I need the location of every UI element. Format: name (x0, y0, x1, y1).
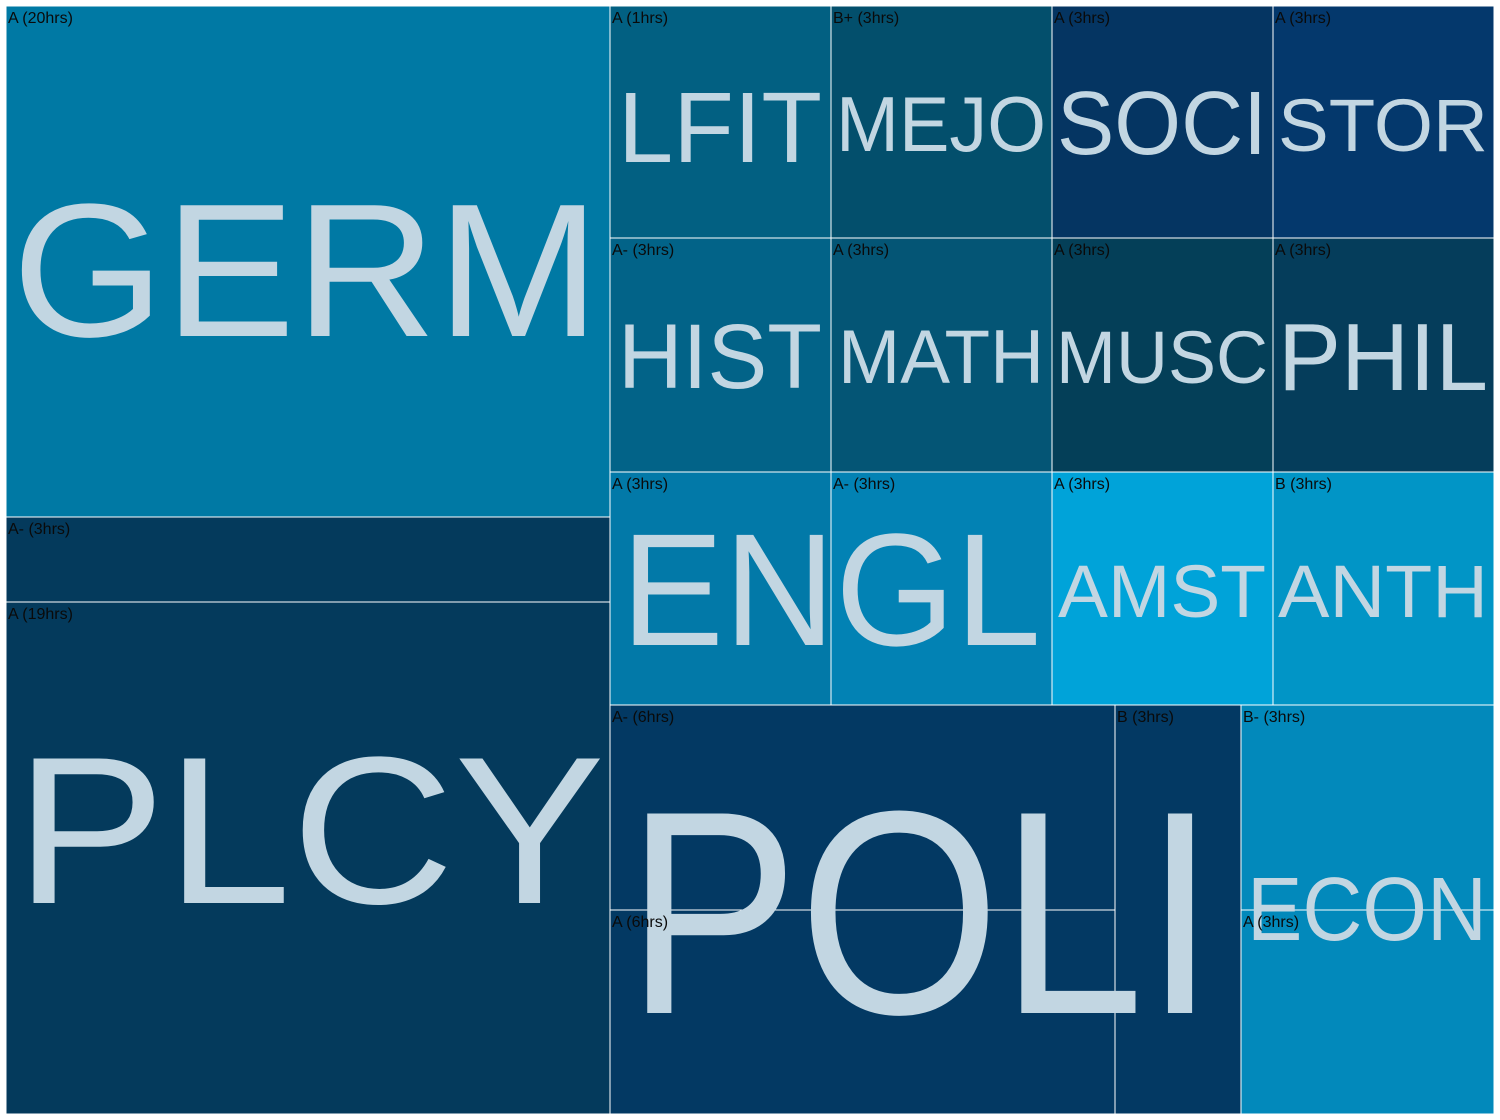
grade-label-poli-2: A (6hrs) (612, 914, 668, 931)
grade-label-econ-1: B- (3hrs) (1243, 709, 1305, 726)
grade-label-plcy-1: A- (3hrs) (8, 521, 70, 538)
treemap-cell-poli-3[interactable]: POLI B (3hrs) (1114, 704, 1242, 1115)
cell-layer: GERM A (20hrs)PLCY A- (3hrs)PLCY A (19hr… (5, 5, 1495, 1115)
grade-label-layer: A (20hrs) A- (3hrs) A (19hrs) A (1hrs) B+ (3… (8, 10, 1332, 931)
grade-label-poli-3: B (3hrs) (1117, 709, 1174, 726)
treemap-cell-engl-2[interactable]: ENGL A- (3hrs) (830, 471, 1053, 706)
treemap-cell-plcy-2[interactable]: PLCY A (19hrs) (5, 601, 611, 1115)
grade-label-mejo-1: B+ (3hrs) (833, 10, 899, 27)
treemap-cell-hist-1[interactable]: HIST A- (3hrs) (609, 237, 832, 473)
subject-label-anth: ANTH (1278, 550, 1488, 633)
treemap-cell-lfit-1[interactable]: LFIT A (1hrs) (609, 5, 832, 239)
subject-label-mejo: MEJO (836, 80, 1046, 168)
subject-label-phil: PHIL (1278, 304, 1488, 411)
subject-label-econ: ECON (1247, 860, 1487, 960)
treemap-cell-math-1[interactable]: MATH A (3hrs) (830, 237, 1053, 473)
grade-label-math-1: A (3hrs) (833, 242, 889, 259)
treemap-cell-stor-1[interactable]: STOR A (3hrs) (1272, 5, 1495, 239)
treemap-cell-soci-1[interactable]: SOCI A (3hrs) (1051, 5, 1274, 239)
treemap-cell-econ-1[interactable]: ECON B- (3hrs) (1240, 704, 1495, 911)
subject-label-layer: GERM PLCY LFIT MEJO SOCI STOR HIST MATH MUSC PHIL… (12, 72, 1488, 1075)
grade-label-plcy-2: A (19hrs) (8, 606, 73, 623)
treemap-cell-poli-2[interactable]: POLI A (6hrs) (609, 909, 1116, 1115)
grade-label-hist-1: A- (3hrs) (612, 242, 674, 259)
subject-label-hist: HIST (618, 306, 822, 408)
subject-label-germ: GERM (12, 165, 600, 377)
subject-label-amst: AMST (1058, 550, 1266, 633)
subject-label-stor: STOR (1278, 84, 1488, 167)
grade-label-stor-1: A (3hrs) (1275, 10, 1331, 27)
grade-label-anth-1: B (3hrs) (1275, 476, 1332, 493)
treemap-cell-plcy-1[interactable]: PLCY A- (3hrs) (5, 516, 611, 603)
treemap-cell-musc-1[interactable]: MUSC A (3hrs) (1051, 237, 1274, 473)
grade-label-econ-2: A (3hrs) (1243, 914, 1299, 931)
treemap-cell-germ-1[interactable]: GERM A (20hrs) (5, 5, 611, 518)
subject-label-lfit: LFIT (618, 72, 822, 184)
grade-label-soci-1: A (3hrs) (1054, 10, 1110, 27)
treemap-cell-anth-1[interactable]: ANTH B (3hrs) (1272, 471, 1495, 706)
subject-label-math: MATH (838, 315, 1044, 400)
grade-label-phil-1: A (3hrs) (1275, 242, 1331, 259)
treemap-cell-poli-1[interactable]: POLI A- (6hrs) (609, 704, 1116, 911)
subject-label-poli: POLI (626, 751, 1216, 1075)
subject-label-soci: SOCI (1057, 74, 1267, 174)
grade-label-poli-1: A- (6hrs) (612, 709, 674, 726)
grade-label-engl-2: A- (3hrs) (833, 476, 895, 493)
grade-label-germ-1: A (20hrs) (8, 10, 73, 27)
grade-label-engl-1: A (3hrs) (612, 476, 668, 493)
subject-label-musc: MUSC (1056, 316, 1268, 399)
grade-label-musc-1: A (3hrs) (1054, 242, 1110, 259)
grade-label-lfit-1: A (1hrs) (612, 10, 668, 27)
treemap-cell-econ-2[interactable]: ECON A (3hrs) (1240, 909, 1495, 1115)
subject-label-engl: ENGL (621, 500, 1041, 679)
subject-label-plcy: PLCY (15, 713, 605, 948)
treemap-cell-amst-1[interactable]: AMST A (3hrs) (1051, 471, 1274, 706)
treemap-cell-engl-1[interactable]: ENGL A (3hrs) (609, 471, 832, 706)
grade-label-amst-1: A (3hrs) (1054, 476, 1110, 493)
